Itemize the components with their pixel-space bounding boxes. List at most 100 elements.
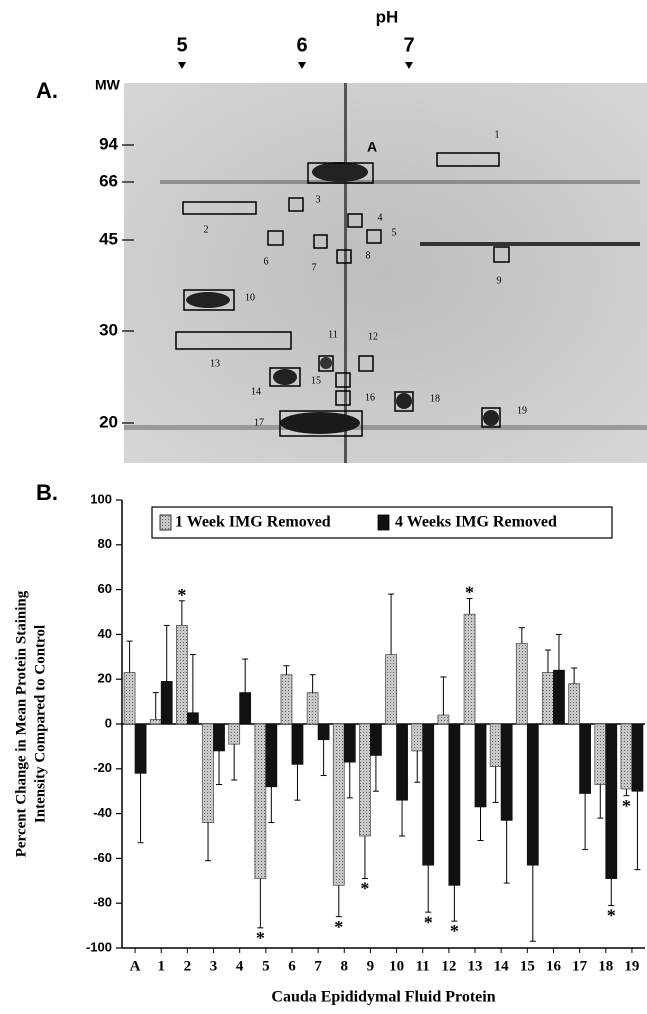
x-tick-label: 19 xyxy=(624,958,639,974)
y-tick-label: 40 xyxy=(98,626,112,641)
error-bar xyxy=(634,791,641,871)
spot-box xyxy=(307,162,374,184)
bar xyxy=(186,712,199,725)
spot-box xyxy=(394,391,414,412)
error-bar xyxy=(231,744,238,781)
spot-box xyxy=(288,197,304,212)
spot-label: 10 xyxy=(245,292,255,303)
bar xyxy=(474,723,487,808)
x-tick-label: 6 xyxy=(288,958,296,974)
spot-label: 12 xyxy=(368,331,378,342)
ph-label: 7 xyxy=(403,34,414,56)
bar xyxy=(568,683,581,725)
ph-label: 6 xyxy=(296,34,307,56)
error-bar xyxy=(425,865,432,913)
bar xyxy=(228,723,241,745)
spot-label: 1 xyxy=(495,129,500,140)
bar xyxy=(385,654,397,725)
spot-label: 19 xyxy=(517,405,527,416)
x-axis-label: Cauda Epididymal Fluid Protein xyxy=(271,989,495,1006)
x-tick-label: 4 xyxy=(236,958,244,974)
error-bar xyxy=(309,674,316,693)
bar xyxy=(280,674,293,725)
error-bar xyxy=(451,885,458,922)
error-bar xyxy=(477,806,484,841)
gel-spot xyxy=(280,412,360,434)
x-tick-label: 5 xyxy=(262,958,270,974)
bar xyxy=(542,672,554,725)
error-bar xyxy=(372,755,379,792)
spot-box xyxy=(267,230,284,246)
y-tick-label: -20 xyxy=(93,760,112,775)
bar xyxy=(526,723,539,866)
y-tick-label: -40 xyxy=(93,805,112,820)
y-tick-label: 60 xyxy=(98,581,112,596)
bar xyxy=(500,723,513,821)
error-bar xyxy=(346,762,353,799)
y-tick-label: 20 xyxy=(98,671,112,686)
y-tick-label: -60 xyxy=(93,850,112,865)
spot-label: 15 xyxy=(311,375,321,386)
x-tick-label: 8 xyxy=(341,958,349,974)
spot-box xyxy=(335,390,351,406)
spot-label: 14 xyxy=(251,386,261,397)
panel-label: A. xyxy=(36,78,58,103)
bar xyxy=(396,723,408,801)
gel-streak xyxy=(344,83,347,463)
error-bar xyxy=(126,640,133,673)
error-bar xyxy=(544,649,551,673)
spot-label: 3 xyxy=(316,194,321,205)
y-axis-label: Intensity Compared to Control xyxy=(32,625,48,823)
error-bar xyxy=(205,822,212,862)
bar xyxy=(631,723,644,792)
bar xyxy=(202,723,214,823)
bar xyxy=(291,723,304,765)
mw-label: 94 xyxy=(99,134,118,153)
error-bar xyxy=(216,750,223,785)
significance-mark: * xyxy=(622,796,631,816)
spot-box xyxy=(279,410,363,437)
significance-mark: * xyxy=(360,879,369,899)
spot-box xyxy=(182,201,257,215)
x-tick-label: 16 xyxy=(546,958,562,974)
x-tick-label: 7 xyxy=(314,958,322,974)
gel-streak xyxy=(160,180,640,184)
error-bar xyxy=(529,865,536,942)
error-bar xyxy=(137,773,144,844)
x-tick-label: 15 xyxy=(520,958,535,974)
bar xyxy=(213,723,225,752)
x-tick-label: 11 xyxy=(416,958,430,974)
bar xyxy=(579,723,592,794)
error-bar xyxy=(582,793,589,850)
error-bar xyxy=(597,784,604,819)
spot-label: 2 xyxy=(204,224,209,235)
error-bar xyxy=(268,786,275,824)
error-bar xyxy=(335,885,342,918)
error-bar xyxy=(503,820,510,884)
spot-box xyxy=(366,229,382,244)
legend-label: 1 Week IMG Removed xyxy=(175,514,331,531)
error-bar xyxy=(163,624,170,682)
error-bar xyxy=(320,739,327,777)
spot-box xyxy=(481,407,501,428)
gel-spot xyxy=(186,292,230,308)
x-tick-label: 14 xyxy=(494,958,510,974)
error-bar xyxy=(283,665,290,675)
error-bar xyxy=(492,766,499,803)
bar xyxy=(605,723,618,879)
bar xyxy=(594,723,607,785)
bar xyxy=(123,672,136,725)
y-tick-label: 100 xyxy=(90,491,112,506)
spot-box xyxy=(175,331,292,350)
error-bar xyxy=(178,600,185,626)
error-bar xyxy=(414,750,421,783)
mw-label: 30 xyxy=(99,320,118,339)
x-tick-label: 18 xyxy=(598,958,613,974)
ph-title: pH xyxy=(376,7,399,26)
x-tick-label: 13 xyxy=(468,958,483,974)
significance-mark: * xyxy=(177,585,186,605)
gel-spot xyxy=(320,357,332,369)
spot-box xyxy=(335,372,351,388)
